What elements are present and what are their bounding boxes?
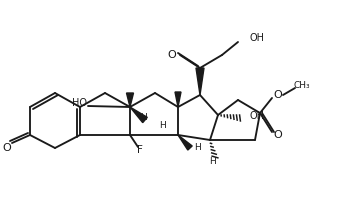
Text: H: H [194, 143, 201, 151]
Polygon shape [178, 135, 192, 150]
Text: OH: OH [250, 111, 265, 121]
Text: OH: OH [250, 33, 265, 43]
Text: H: H [158, 121, 165, 131]
Text: O: O [3, 143, 11, 153]
Text: H: H [209, 157, 215, 166]
Polygon shape [175, 92, 181, 107]
Text: O: O [274, 130, 282, 140]
Polygon shape [196, 68, 204, 95]
Text: O: O [167, 50, 176, 60]
Text: O: O [274, 90, 282, 100]
Polygon shape [130, 107, 147, 123]
Text: H: H [140, 113, 147, 121]
Text: HO: HO [72, 98, 87, 108]
Text: CH₃: CH₃ [294, 81, 310, 89]
Polygon shape [127, 93, 134, 107]
Text: F: F [137, 145, 143, 155]
